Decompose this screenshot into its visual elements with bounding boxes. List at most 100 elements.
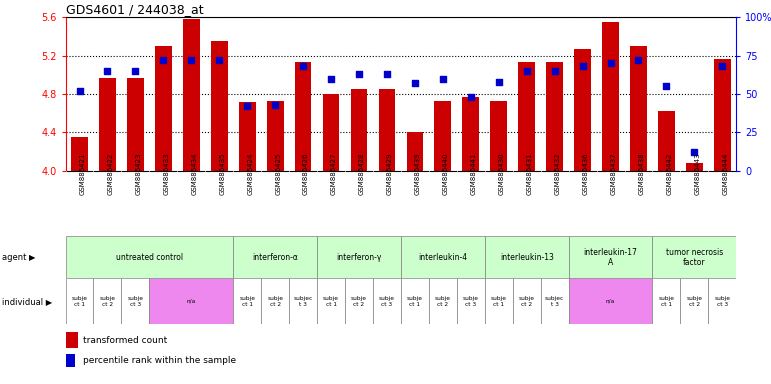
Bar	[456, 278, 485, 324]
Text: interleukin-13: interleukin-13	[500, 253, 554, 262]
Bar	[630, 46, 647, 171]
Point	[297, 63, 309, 70]
Bar	[233, 236, 317, 278]
Bar	[295, 63, 311, 171]
Bar	[183, 19, 200, 171]
Point	[520, 68, 533, 74]
Text: interleukin-4: interleukin-4	[419, 253, 467, 262]
Point	[241, 103, 254, 109]
Bar	[66, 278, 93, 324]
Bar	[289, 278, 317, 324]
Text: agent ▶: agent ▶	[2, 253, 35, 262]
Bar	[127, 78, 143, 171]
Text: subjec
t 3: subjec t 3	[545, 296, 564, 307]
Bar	[485, 278, 513, 324]
Text: GSM886441: GSM886441	[471, 153, 476, 195]
Text: GSM886436: GSM886436	[583, 153, 588, 195]
Bar	[122, 278, 150, 324]
Text: GSM886422: GSM886422	[107, 153, 113, 195]
Bar	[351, 89, 367, 171]
Bar	[210, 41, 227, 171]
Text: GSM886431: GSM886431	[527, 153, 533, 195]
Bar	[317, 278, 345, 324]
Text: GSM886440: GSM886440	[443, 153, 449, 195]
Text: tumor necrosis
factor: tumor necrosis factor	[665, 248, 723, 267]
Point	[353, 71, 365, 77]
Bar	[546, 63, 563, 171]
Bar	[714, 59, 731, 171]
Text: GSM886437: GSM886437	[611, 153, 617, 195]
Text: untreated control: untreated control	[116, 253, 183, 262]
Bar	[150, 278, 233, 324]
Text: n/a: n/a	[187, 299, 196, 304]
Bar	[406, 132, 423, 171]
Bar	[239, 102, 255, 171]
Text: GSM886428: GSM886428	[359, 153, 365, 195]
Text: subje
ct 1: subje ct 1	[658, 296, 675, 307]
Point	[577, 63, 589, 70]
Text: percentile rank within the sample: percentile rank within the sample	[83, 356, 236, 365]
Text: GSM886439: GSM886439	[415, 153, 421, 195]
Bar	[429, 278, 456, 324]
Point	[689, 149, 701, 156]
Text: subje
ct 1: subje ct 1	[72, 296, 88, 307]
Bar	[658, 111, 675, 171]
Text: n/a: n/a	[606, 299, 615, 304]
Bar	[155, 46, 172, 171]
Point	[604, 60, 617, 66]
Point	[325, 76, 337, 82]
Text: interferon-α: interferon-α	[252, 253, 298, 262]
Text: GSM886432: GSM886432	[554, 153, 561, 195]
Text: GSM886427: GSM886427	[331, 153, 337, 195]
Text: subje
ct 1: subje ct 1	[323, 296, 339, 307]
Bar	[485, 236, 568, 278]
Text: GSM886443: GSM886443	[695, 153, 700, 195]
Bar	[709, 278, 736, 324]
Bar	[401, 278, 429, 324]
Text: GSM886430: GSM886430	[499, 153, 505, 195]
Bar	[317, 236, 401, 278]
Text: GSM886424: GSM886424	[247, 153, 253, 195]
Text: GSM886434: GSM886434	[191, 153, 197, 195]
Text: subje
ct 2: subje ct 2	[686, 296, 702, 307]
Bar	[379, 89, 396, 171]
Bar	[99, 78, 116, 171]
Bar	[322, 94, 339, 171]
Bar	[267, 101, 284, 171]
Point	[213, 57, 225, 63]
Bar	[463, 97, 479, 171]
Point	[493, 79, 505, 85]
Bar	[233, 278, 261, 324]
Text: GSM886425: GSM886425	[275, 153, 281, 195]
Point	[632, 57, 645, 63]
Bar	[434, 101, 451, 171]
Bar	[66, 333, 78, 348]
Point	[101, 68, 113, 74]
Point	[436, 76, 449, 82]
Bar	[66, 354, 76, 367]
Text: subje
ct 1: subje ct 1	[490, 296, 507, 307]
Text: subje
ct 1: subje ct 1	[239, 296, 255, 307]
Point	[465, 94, 477, 100]
Point	[269, 102, 281, 108]
Text: individual ▶: individual ▶	[2, 297, 52, 306]
Bar	[602, 22, 619, 171]
Point	[548, 68, 561, 74]
Bar	[652, 236, 736, 278]
Bar	[513, 278, 540, 324]
Point	[157, 57, 170, 63]
Text: GSM886421: GSM886421	[79, 153, 86, 195]
Text: subje
ct 2: subje ct 2	[519, 296, 535, 307]
Text: GDS4601 / 244038_at: GDS4601 / 244038_at	[66, 3, 204, 16]
Text: GSM886442: GSM886442	[666, 153, 672, 195]
Text: interleukin-17
A: interleukin-17 A	[584, 248, 638, 267]
Bar	[93, 278, 122, 324]
Text: GSM886444: GSM886444	[722, 153, 729, 195]
Bar	[345, 278, 373, 324]
Text: subje
ct 3: subje ct 3	[463, 296, 479, 307]
Point	[409, 80, 421, 86]
Bar	[71, 137, 88, 171]
Point	[130, 68, 142, 74]
Bar	[680, 278, 709, 324]
Bar	[568, 236, 652, 278]
